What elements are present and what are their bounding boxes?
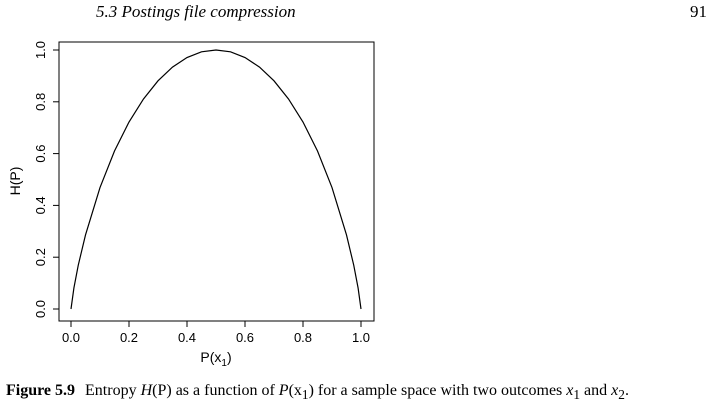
caption-label: Figure 5.9 — [6, 382, 76, 399]
caption-math: x — [566, 382, 574, 399]
entropy-curve — [70, 49, 362, 310]
caption-math: (x — [288, 382, 302, 399]
y-axis: 0.0 0.2 0.4 0.6 0.8 1.0 — [33, 41, 60, 318]
y-tick-label: 0.2 — [33, 248, 48, 266]
plot-frame — [58, 41, 375, 322]
caption-text: for a sample space with two outcomes — [313, 382, 567, 399]
x-tick-label: 0.6 — [236, 330, 254, 345]
y-tick-label: 0.6 — [33, 145, 48, 163]
y-tick-label: 0.8 — [33, 93, 48, 111]
caption-math: H — [140, 382, 153, 399]
caption-text: and — [580, 382, 612, 399]
x-tick-label: 0.4 — [178, 330, 196, 345]
caption-text: as a function of — [171, 382, 279, 399]
x-axis: 0.0 0.2 0.4 0.6 0.8 1.0 — [62, 320, 370, 345]
figure-caption: Figure 5.9 Entropy H(P) as a function of … — [6, 382, 629, 403]
caption-text: . — [624, 382, 629, 399]
x-tick-label: 0.0 — [62, 330, 80, 345]
caption-math: x — [611, 382, 619, 399]
x-tick-label: 0.8 — [294, 330, 312, 345]
caption-math: P — [278, 382, 289, 399]
entropy-chart: 0.0 0.2 0.4 0.6 0.8 1.0 0.0 0.2 0.4 0.6 0.8 1.0 P(… — [7, 41, 375, 369]
caption-math: ) — [308, 382, 314, 399]
caption-subscript: 1 — [301, 387, 309, 403]
x-tick-label: 1.0 — [352, 330, 370, 345]
y-axis-title: H(P) — [7, 167, 23, 196]
caption-text: Entropy — [85, 382, 141, 399]
caption-math: (P) — [152, 382, 172, 399]
page-number: 91 — [690, 2, 707, 21]
running-head: 5.3 Postings file compression — [96, 2, 296, 21]
y-tick-label: 0.4 — [33, 196, 48, 214]
x-axis-title: P(x1) — [200, 349, 231, 369]
caption-subscript: 2 — [618, 387, 625, 403]
x-tick-label: 0.2 — [120, 330, 138, 345]
y-tick-label: 1.0 — [33, 41, 48, 59]
y-tick-label: 0.0 — [33, 300, 48, 318]
caption-subscript: 1 — [573, 387, 581, 403]
